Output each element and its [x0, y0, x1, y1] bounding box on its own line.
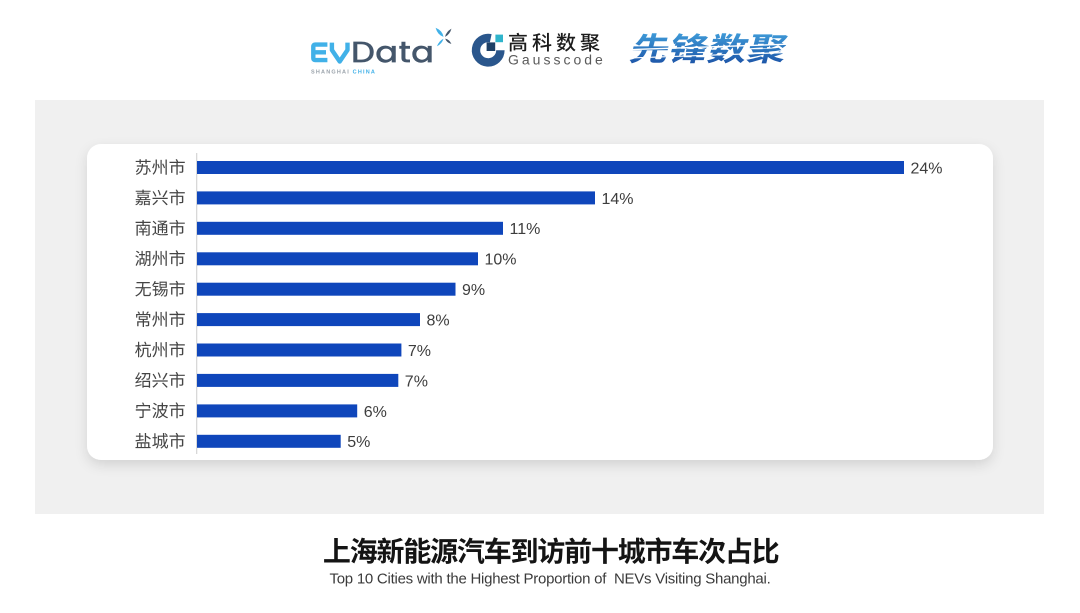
- svg-text:8%: 8%: [427, 313, 450, 330]
- svg-text:Top 10 Cities with the Highest: Top 10 Cities with the Highest Proportio…: [329, 571, 770, 588]
- svg-text:SHANGHAI CHINA: SHANGHAI CHINA: [311, 69, 376, 75]
- svg-text:Gausscode: Gausscode: [508, 52, 606, 68]
- svg-text:6%: 6%: [364, 404, 387, 421]
- svg-text:5%: 5%: [347, 434, 370, 451]
- svg-text:9%: 9%: [462, 282, 485, 299]
- svg-text:10%: 10%: [485, 252, 517, 269]
- svg-text:7%: 7%: [408, 343, 431, 360]
- svg-text:14%: 14%: [602, 191, 634, 208]
- svg-text:11%: 11%: [510, 221, 541, 238]
- svg-text:24%: 24%: [911, 160, 943, 177]
- svg-text:7%: 7%: [405, 373, 428, 390]
